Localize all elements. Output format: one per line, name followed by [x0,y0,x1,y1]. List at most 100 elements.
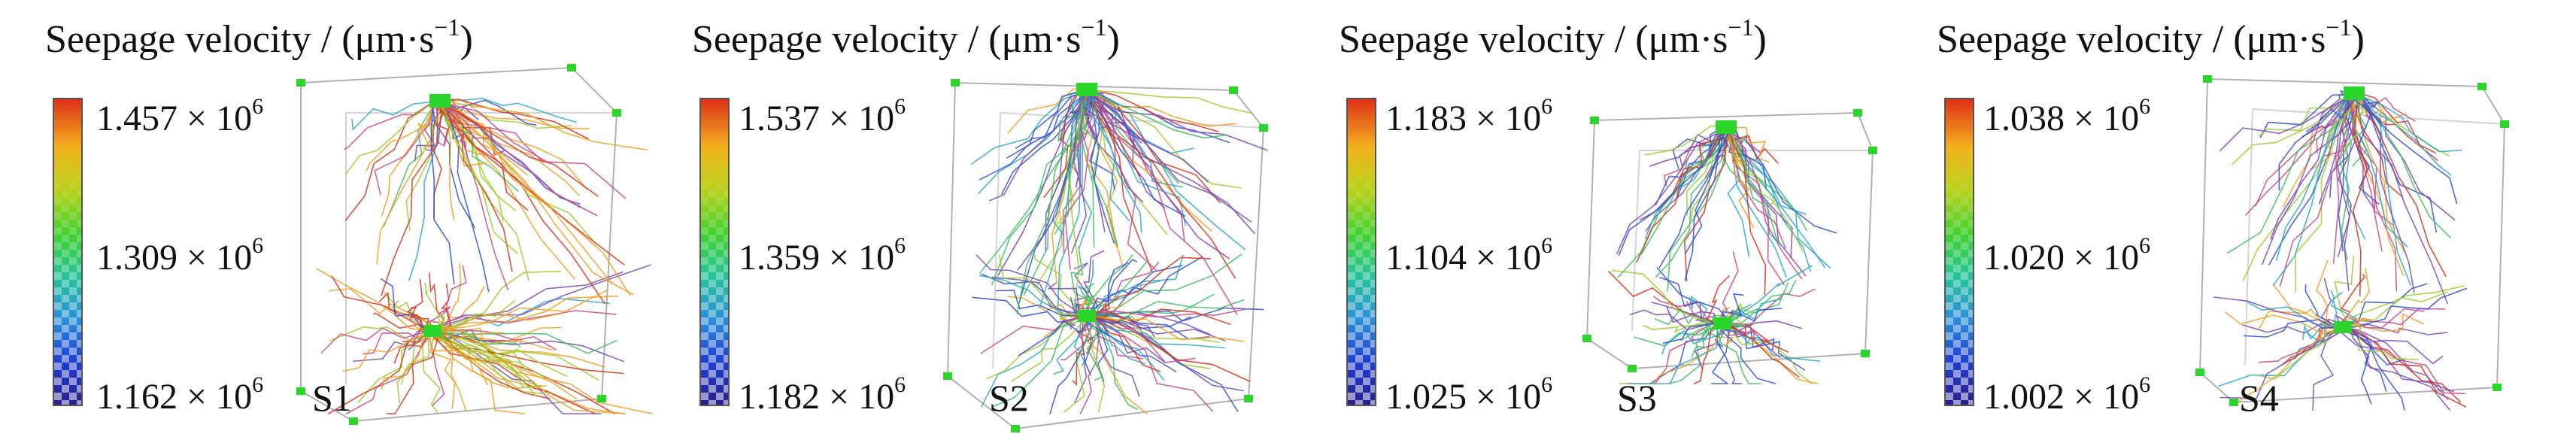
streamline [2219,326,2350,399]
streamline [436,99,589,140]
streamline [1094,315,1140,397]
streamline [342,330,441,372]
streamline [1095,315,1244,392]
streamline [1011,315,1090,382]
streamline [1079,90,1140,176]
panel-s2: Seepage velocity / (μm·s−1) 1.537 × 106 … [692,0,1316,437]
streamline [1729,127,1755,229]
streamline [2344,326,2405,411]
streamline [2247,301,2344,328]
streamline [991,276,1096,317]
streamline [420,310,617,332]
colorbar-title: Seepage velocity / (μm·s−1) [45,14,473,61]
port-markers [1582,109,1877,372]
streamline [1091,90,1158,272]
streamline [1015,90,1092,149]
streamline [2304,284,2340,328]
corner-marker [1628,365,1637,372]
outlet-marker [1078,310,1096,322]
streamline [1725,127,1802,280]
streamline [435,295,619,332]
streamline [1720,293,1744,324]
streamline [426,330,445,406]
streamline [2338,93,2356,291]
streamline [438,101,519,192]
streamline [435,101,529,211]
streamline [1728,127,1826,269]
streamline [2278,93,2352,191]
streamline-volume [296,64,653,425]
colorbar-tick-mid: 1.020 × 106 [1983,233,2151,278]
streamline [1094,254,1184,317]
streamline [1685,127,1723,170]
corner-marker [2493,384,2502,391]
streamline [426,264,651,332]
streamlines [316,98,653,414]
streamline [1711,323,1729,384]
streamline [998,254,1090,317]
streamline [435,101,598,217]
streamline [380,278,427,332]
streamline [433,101,599,197]
streamline [1719,323,1776,384]
streamline [363,330,436,355]
streamline [2359,93,2415,293]
streamline [353,330,433,362]
streamline [440,330,615,414]
streamline [1070,90,1088,254]
streamlines [1608,125,1837,384]
streamline [1086,90,1246,250]
streamline [1057,90,1096,142]
streamline [1033,253,1085,317]
streamline [438,265,467,332]
streamline [1079,90,1186,217]
streamline [391,300,424,332]
streamline [432,101,580,196]
streamline [1727,127,1793,259]
streamline [2336,325,2419,360]
streamline [1636,127,1725,263]
streamline [991,90,1088,286]
streamline [2347,326,2387,392]
corner-marker [349,417,358,425]
streamline [1726,127,1804,251]
streamline [1087,315,1191,329]
corner-marker [1590,117,1599,124]
streamline [975,254,1085,317]
streamline [2225,311,2346,335]
streamline [1085,90,1230,259]
inlet-marker [1076,83,1097,96]
streamline [428,325,504,340]
streamline [432,101,475,229]
streamline [434,101,513,272]
streamline [2349,326,2372,405]
streamline [1063,315,1097,413]
streamline [2272,283,2335,328]
streamline [1679,320,1725,341]
streamline [1090,90,1142,233]
streamline [316,268,426,332]
streamline [2242,318,2353,334]
streamline [2295,93,2349,293]
streamline [440,101,575,280]
streamline [438,330,551,399]
colorbar-tick-max: 1.457 × 106 [96,94,264,138]
streamline [2347,93,2458,205]
streamline [435,270,561,332]
streamline [1651,302,1719,324]
port-markers [2195,75,2509,406]
streamline [381,101,444,296]
streamline [433,330,578,399]
streamline [2353,287,2467,328]
colorbar-tick-mid: 1.309 × 106 [96,233,264,278]
streamline [1718,127,1837,234]
streamline [1655,127,1720,206]
streamline [443,101,490,293]
corner-marker [597,395,606,402]
streamline [1073,315,1085,366]
streamline [441,330,568,377]
colorbar-tick-max: 1.038 × 106 [1983,94,2151,138]
streamline [429,330,456,409]
colorbar [53,98,83,406]
streamline [1085,90,1228,139]
